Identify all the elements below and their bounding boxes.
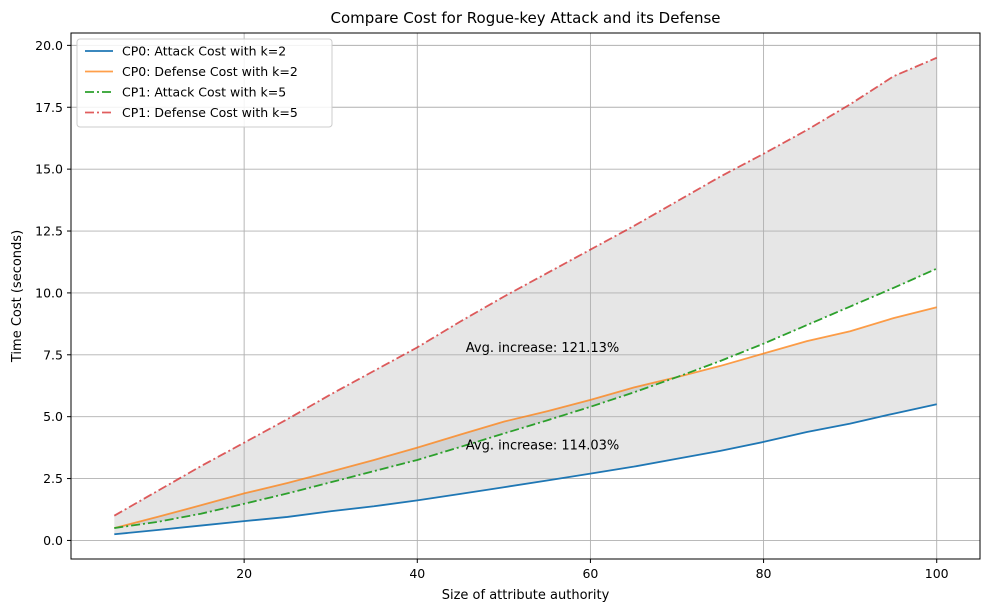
y-tick-label-7: 17.5 xyxy=(35,100,63,115)
y-tick-label-8: 20.0 xyxy=(35,38,63,53)
x-tick-label-3: 80 xyxy=(756,566,772,581)
x-axis-label: Size of attribute authority xyxy=(442,588,610,603)
x-tick-label-1: 40 xyxy=(409,566,425,581)
legend-label-1: CP0: Defense Cost with k=2 xyxy=(122,64,298,79)
legend-label-3: CP1: Defense Cost with k=5 xyxy=(122,105,298,120)
series-lines xyxy=(113,56,938,536)
y-tick-label-2: 5.0 xyxy=(43,409,63,424)
y-tick-label-0: 0.0 xyxy=(43,533,63,548)
series-line-0 xyxy=(114,403,937,536)
annotation-1: Avg. increase: 114.03% xyxy=(466,439,620,454)
legend: CP0: Attack Cost with k=2 CP0: Defense Co… xyxy=(76,38,333,128)
series-line-3 xyxy=(113,56,938,517)
y-tick-label-4: 10.0 xyxy=(35,285,63,300)
annotation-0: Avg. increase: 121.13% xyxy=(466,341,620,356)
fill-region-0 xyxy=(114,307,937,535)
x-tick-label-4: 100 xyxy=(925,566,949,581)
x-tick-label-2: 60 xyxy=(582,566,598,581)
plot-frame xyxy=(70,32,981,560)
y-axis-ticks: 0.0 2.5 5.0 7.5 10.0 12.5 15.0 17.5 20.0 xyxy=(35,38,71,548)
annotations: Avg. increase: 121.13% Avg. increase: 114… xyxy=(466,341,620,454)
series-line-2 xyxy=(114,267,938,529)
chart-title: Compare Cost for Rogue-key Attack and it… xyxy=(330,9,720,27)
legend-box xyxy=(76,38,333,128)
x-tick-label-0: 20 xyxy=(236,566,252,581)
legend-label-0: CP0: Attack Cost with k=2 xyxy=(122,44,286,59)
y-tick-label-3: 7.5 xyxy=(43,347,63,362)
y-tick-label-6: 15.0 xyxy=(35,162,63,177)
series-line-1 xyxy=(114,306,937,529)
y-tick-label-1: 2.5 xyxy=(43,471,63,486)
y-tick-label-5: 12.5 xyxy=(35,224,63,239)
x-axis-ticks: 20 40 60 80 100 xyxy=(236,559,949,581)
legend-label-2: CP1: Attack Cost with k=5 xyxy=(122,85,286,100)
y-axis-label: Time Cost (seconds) xyxy=(10,230,25,363)
